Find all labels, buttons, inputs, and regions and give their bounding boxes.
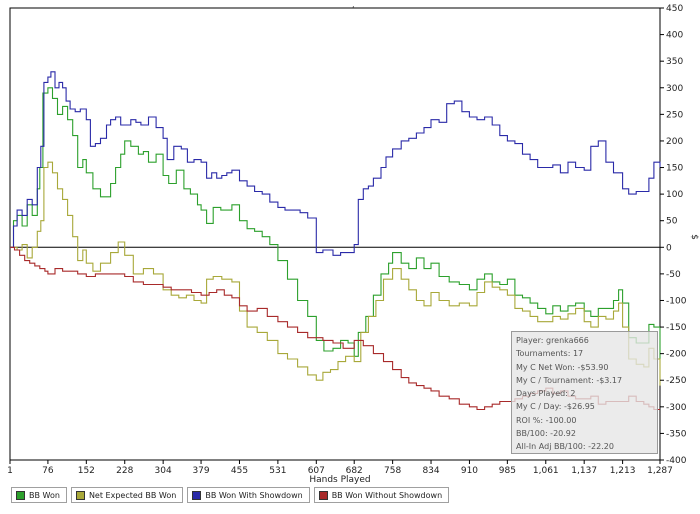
y-tick-label: 350	[666, 57, 683, 67]
legend-label: BB Won Without Showdown	[331, 490, 443, 500]
y-tick-label: 400	[666, 31, 683, 41]
y-tick-label: 50	[666, 217, 678, 227]
y-tick-label: -350	[666, 429, 687, 439]
x-tick-label: 455	[231, 466, 248, 476]
x-tick-label: 228	[116, 466, 133, 476]
x-tick-label: 531	[269, 466, 286, 476]
legend-swatch	[318, 490, 328, 500]
x-tick-label: 985	[499, 466, 516, 476]
x-tick-label: 1	[7, 466, 13, 476]
y-tick-label: -100	[666, 296, 687, 306]
series-line-net-expected-bb-won	[10, 161, 661, 386]
x-tick-label: 152	[78, 466, 95, 476]
x-tick-label: 682	[346, 466, 363, 476]
legend-swatch	[75, 490, 85, 500]
legend: BB Won Net Expected BB Won BB Won With Sho…	[11, 487, 453, 503]
stats-line: Tournaments: 17	[516, 349, 584, 359]
x-tick-label: 834	[422, 466, 439, 476]
y-tick-label: 450	[666, 4, 683, 14]
x-tick-label: 1,061	[533, 466, 559, 476]
x-tick-label: 1,213	[610, 466, 636, 476]
plot-frame	[9, 7, 661, 461]
x-axis-title: Hands Played	[309, 475, 370, 485]
chart-title-fragment: ,	[352, 0, 355, 9]
x-tick-label: 304	[155, 466, 172, 476]
y-tick-label: 250	[666, 110, 683, 120]
legend-swatch	[192, 490, 202, 500]
chart-ticks: 450 400 350 300 250 200 150 100 50 0 -50 -100 -150 -2…	[7, 4, 687, 476]
series-line-bb-won-with-showdown	[10, 71, 661, 256]
legend-item: BB Won Without Showdown	[313, 487, 450, 503]
stats-line: All-In Adj BB/100: -22.20	[516, 442, 614, 452]
stats-panel: Player: grenka666 Tournaments: 17 My C Net…	[511, 331, 658, 454]
stats-line: Player: grenka666	[516, 336, 589, 345]
x-tick-label: 1,287	[647, 466, 673, 476]
legend-label: BB Won	[29, 490, 60, 500]
legend-item: BB Won With Showdown	[187, 487, 310, 503]
y-axis-title: $	[689, 234, 699, 240]
stats-line: My C / Tournament: -$3.17	[516, 375, 623, 385]
x-tick-label: 379	[192, 466, 209, 476]
y-tick-label: 150	[666, 164, 683, 174]
stats-line: My C Net Won: -$53.90	[516, 362, 609, 372]
y-tick-label: 100	[666, 190, 683, 200]
stats-line: BB/100: -20.92	[516, 429, 576, 439]
x-tick-label: 910	[461, 466, 478, 476]
x-tick-label: 1,137	[571, 466, 597, 476]
legend-item: Net Expected BB Won	[70, 487, 184, 503]
y-tick-label: -300	[666, 403, 687, 413]
y-tick-label: 0	[666, 243, 672, 253]
y-tick-label: 200	[666, 137, 683, 147]
x-tick-label: 607	[308, 466, 325, 476]
y-tick-label: -250	[666, 376, 687, 386]
y-tick-label: 300	[666, 84, 683, 94]
stats-line: ROI %: -100.00	[516, 415, 577, 425]
legend-swatch	[16, 490, 25, 500]
x-tick-label: 758	[384, 466, 401, 476]
y-tick-label: -200	[666, 350, 687, 360]
legend-item: BB Won	[11, 487, 67, 503]
stats-line: Days Played: 2	[516, 389, 576, 399]
stats-line: My C / Day: -$26.95	[516, 402, 595, 412]
y-tick-label: -400	[666, 456, 687, 466]
y-tick-label: -150	[666, 323, 687, 333]
x-tick-label: 76	[42, 466, 54, 476]
legend-label: Net Expected BB Won	[88, 490, 177, 500]
legend-label: BB Won With Showdown	[205, 490, 303, 500]
y-tick-label: -50	[666, 270, 681, 280]
series-line-bb-won	[10, 87, 661, 359]
